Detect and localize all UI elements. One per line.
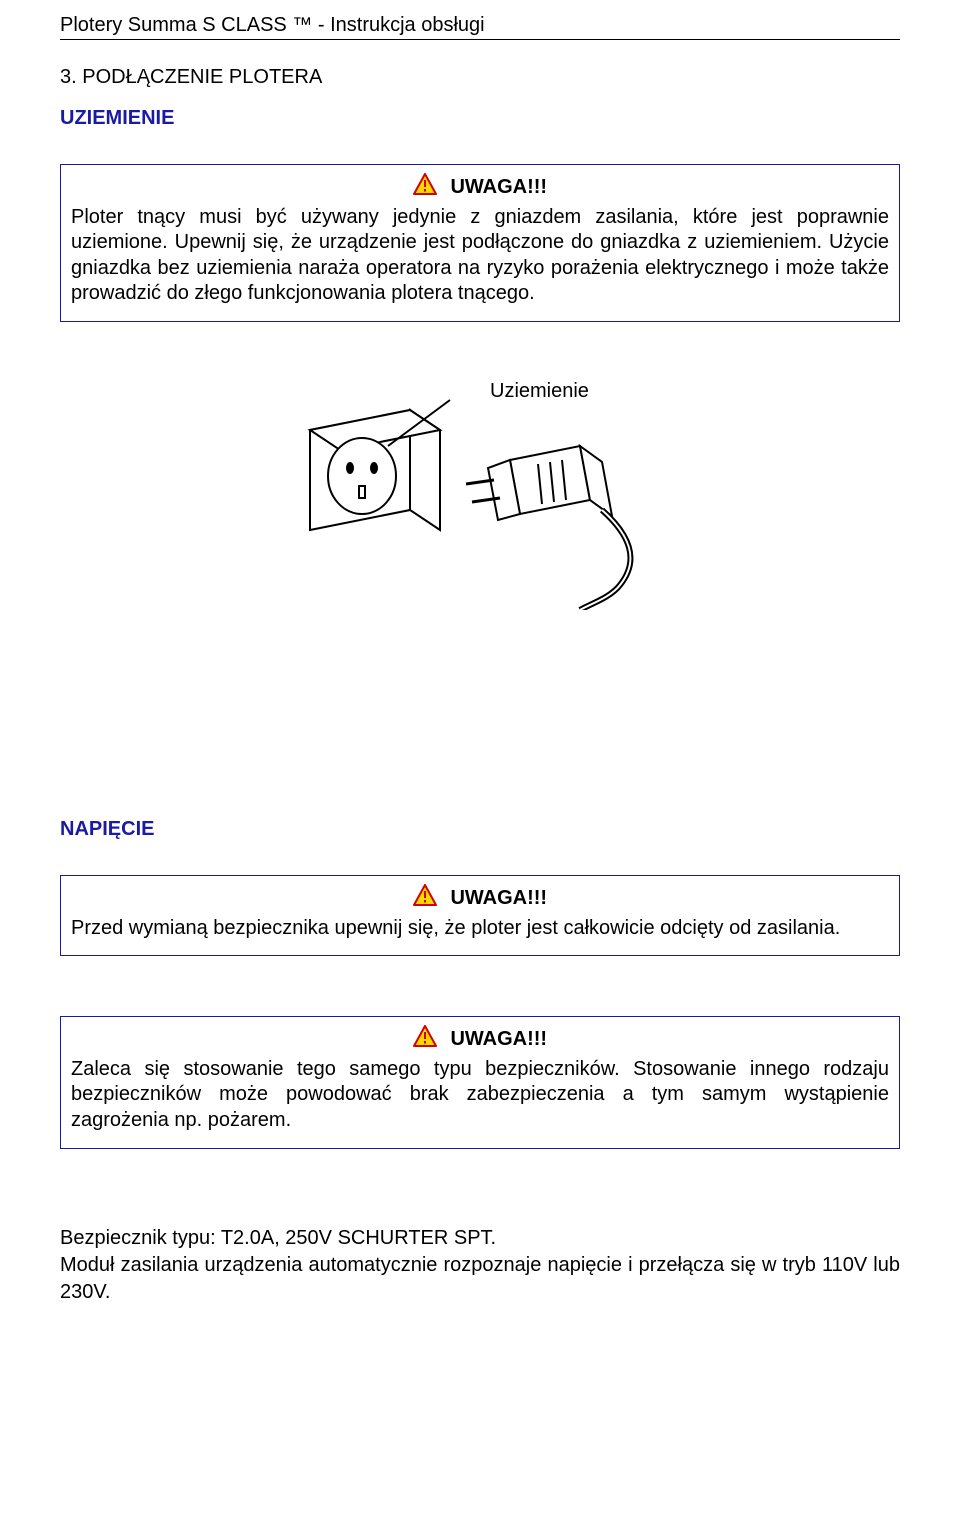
fuse-type-line: Bezpiecznik typu: T2.0A, 250V SCHURTER S… — [60, 1225, 900, 1252]
warning-label: UWAGA!!! — [450, 1027, 547, 1053]
voltage-module-line: Moduł zasilania urządzenia automatycznie… — [60, 1252, 900, 1306]
warning-label: UWAGA!!! — [450, 886, 547, 912]
warning-icon — [413, 1025, 437, 1055]
subheading-grounding: UZIEMIENIE — [60, 107, 900, 130]
warning-box-2: UWAGA!!! Przed wymianą bezpiecznika upew… — [60, 875, 900, 956]
warning-2-text: Przed wymianą bezpiecznika upewnij się, … — [71, 916, 889, 942]
warning-1-text: Ploter tnący musi być używany jedynie z … — [71, 205, 889, 307]
page-header: Plotery Summa S CLASS ™ - Instrukcja obs… — [60, 14, 900, 40]
section-title: 3. PODŁĄCZENIE PLOTERA — [60, 66, 900, 89]
subheading-voltage: NAPIĘCIE — [60, 818, 900, 841]
warning-label: UWAGA!!! — [450, 175, 547, 201]
grounding-diagram — [280, 360, 680, 610]
warning-icon — [413, 884, 437, 914]
figure-label: Uziemienie — [490, 380, 589, 403]
warning-box-3: UWAGA!!! Zaleca się stosowanie tego same… — [60, 1016, 900, 1148]
figure-grounding: Uziemienie — [60, 360, 900, 660]
warning-icon — [413, 173, 437, 203]
warning-box-1: UWAGA!!! Ploter tnący musi być używany j… — [60, 164, 900, 322]
warning-3-text: Zaleca się stosowanie tego samego typu b… — [71, 1057, 889, 1134]
